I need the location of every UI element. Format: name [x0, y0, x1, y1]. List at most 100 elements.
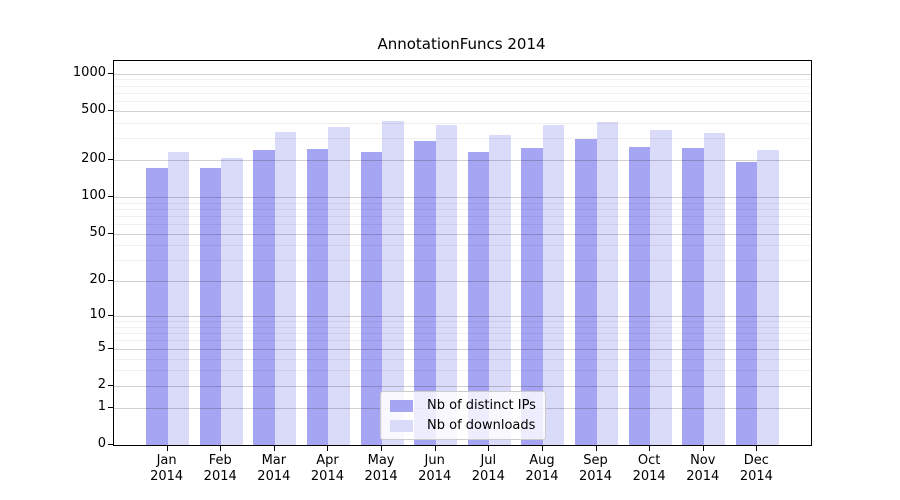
bar-layer: [114, 61, 811, 445]
major-gridline: [114, 196, 811, 198]
x-tick-label-month: Mar: [261, 453, 287, 468]
x-axis-tick: [756, 446, 758, 451]
y-axis-tick-label: 200: [81, 150, 106, 166]
legend-swatch-downloads: [390, 419, 413, 432]
x-tick-label-month: Nov: [690, 453, 716, 468]
x-axis-tick-label: Apr 2014: [297, 453, 357, 485]
y-axis-tick: [108, 109, 113, 111]
x-tick-label-year: 2014: [418, 469, 452, 484]
x-axis-tick: [327, 446, 329, 451]
bar-distinct-ips-dec: [735, 161, 758, 445]
bar-distinct-ips-jul: [467, 151, 490, 445]
x-axis-tick: [595, 446, 597, 451]
minor-gridline: [114, 326, 811, 328]
y-axis-tick: [108, 280, 113, 282]
x-tick-label-month: Jan: [156, 453, 177, 468]
minor-gridline: [114, 321, 811, 323]
y-axis-tick-label: 500: [81, 101, 106, 117]
x-axis-tick: [649, 446, 651, 451]
x-axis-tick-label: Jul 2014: [458, 453, 518, 485]
bar-downloads-jul: [489, 135, 511, 445]
y-axis-tick-label: 2: [97, 376, 106, 392]
minor-gridline: [114, 370, 811, 372]
x-tick-label-year: 2014: [471, 469, 505, 484]
bar-downloads-apr: [328, 126, 350, 445]
minor-gridline: [114, 340, 811, 342]
y-axis-tick: [108, 195, 113, 197]
bar-downloads-oct: [650, 130, 672, 445]
x-tick-label-year: 2014: [203, 469, 237, 484]
bar-distinct-ips-feb: [199, 168, 222, 445]
legend-swatch-distinct-ips: [390, 399, 413, 412]
x-axis-tick: [220, 446, 222, 451]
bar-downloads-nov: [703, 132, 726, 445]
y-axis-tick: [108, 72, 113, 74]
major-gridline: [114, 316, 811, 318]
y-axis-tick: [108, 406, 113, 408]
y-axis-tick-label: 1000: [72, 64, 106, 80]
minor-gridline: [114, 224, 811, 226]
bar-downloads-aug: [542, 125, 565, 445]
x-axis-tick-label: Mar 2014: [244, 453, 304, 485]
x-tick-label-month: Jun: [424, 453, 445, 468]
bar-downloads-feb: [221, 157, 243, 445]
minor-gridline: [114, 79, 811, 81]
minor-gridline: [114, 202, 811, 204]
minor-gridline: [114, 333, 811, 335]
bar-downloads-mar: [274, 131, 297, 445]
major-gridline: [114, 348, 811, 350]
x-tick-label-month: Jul: [480, 453, 497, 468]
x-tick-label-year: 2014: [739, 469, 773, 484]
y-axis-tick: [108, 315, 113, 317]
x-tick-label-year: 2014: [310, 469, 344, 484]
x-axis-tick-label: Jan 2014: [137, 453, 197, 485]
x-axis-tick: [488, 446, 490, 451]
y-axis-tick-label: 0: [97, 436, 106, 451]
bar-distinct-ips-jan: [146, 168, 168, 445]
y-axis-tick-label: 1: [97, 398, 106, 414]
y-axis-tick: [108, 347, 113, 349]
x-axis-tick: [381, 446, 383, 451]
legend-label-downloads: Nb of downloads: [427, 418, 536, 433]
major-gridline: [114, 233, 811, 235]
x-axis-tick-label: Feb 2014: [190, 453, 250, 485]
x-tick-label-month: Feb: [208, 453, 232, 468]
y-axis-tick: [108, 444, 113, 445]
x-axis-tick-label: Jun 2014: [405, 453, 465, 485]
bar-distinct-ips-nov: [682, 147, 704, 445]
x-axis-tick-label: Oct 2014: [619, 453, 679, 485]
y-axis-tick: [108, 158, 113, 160]
y-axis-tick-label: 20: [89, 272, 106, 288]
x-axis-tick-label: Dec 2014: [726, 453, 786, 485]
x-axis-tick: [702, 446, 704, 451]
legend-item-distinct-ips: Nb of distinct IPs: [390, 397, 536, 414]
major-gridline: [114, 159, 811, 161]
bar-distinct-ips-jun: [414, 141, 436, 445]
minor-gridline: [114, 122, 811, 124]
minor-gridline: [114, 208, 811, 210]
y-axis-tick-label: 100: [81, 187, 106, 203]
minor-gridline: [114, 245, 811, 247]
x-tick-label-month: Sep: [583, 453, 608, 468]
bar-distinct-ips-mar: [253, 149, 275, 445]
bar-downloads-jan: [167, 151, 190, 445]
x-axis-tick-label: Aug 2014: [512, 453, 572, 485]
minor-gridline: [114, 358, 811, 360]
legend: Nb of distinct IPs Nb of downloads: [380, 391, 546, 440]
major-gridline: [114, 110, 811, 112]
chart-title: AnnotationFuncs 2014: [377, 35, 546, 53]
bar-downloads-sep: [596, 122, 619, 445]
minor-gridline: [114, 260, 811, 262]
minor-gridline: [114, 85, 811, 87]
x-tick-label-month: Dec: [743, 453, 769, 468]
x-tick-label-year: 2014: [578, 469, 613, 484]
bar-distinct-ips-may: [360, 151, 383, 445]
x-tick-label-year: 2014: [686, 469, 720, 484]
y-axis-tick-label: 50: [89, 224, 106, 240]
x-tick-label-month: Apr: [316, 453, 339, 468]
x-tick-label-year: 2014: [257, 469, 291, 484]
minor-gridline: [114, 215, 811, 217]
legend-label-distinct-ips: Nb of distinct IPs: [427, 398, 536, 413]
